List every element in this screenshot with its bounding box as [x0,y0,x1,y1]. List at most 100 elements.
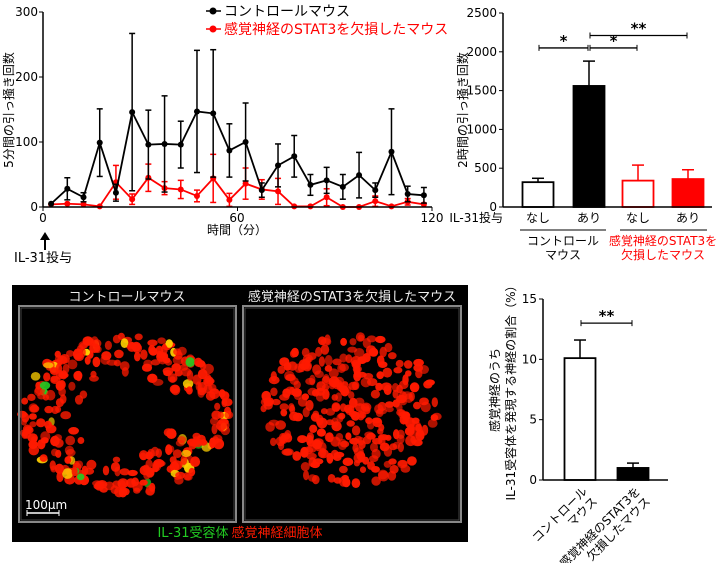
panel-frame [244,307,460,521]
data-point [242,139,249,145]
micrograph: コントロールマウス 感覚神経のSTAT3を欠損したマウス 100µm IL-31… [12,285,468,542]
cell-body [288,403,295,412]
cell-body [311,389,320,397]
data-point [48,200,55,207]
cell-body [335,392,342,402]
cell-body [413,358,424,367]
cell-body [353,452,364,464]
cell-body [362,456,370,465]
cell-body [411,417,420,424]
cell-body [21,397,29,405]
cell-body [55,369,64,380]
cell-body [407,456,417,466]
significance-label: ** [631,20,647,38]
cell-body [380,382,392,392]
data-point [129,196,136,203]
bar [621,179,655,208]
y-tick-label: 10 [522,352,537,366]
row-label: IL-31投与 [449,210,503,225]
cell-body [39,454,48,462]
cell-body [318,356,325,367]
cell-body [152,461,160,473]
cell-body [268,419,280,426]
cell-body [139,479,148,486]
cell-body [268,376,280,385]
cell-body [385,401,394,408]
bar2-marks: ** [539,298,650,481]
cell-body [157,337,166,345]
cell-body [216,420,227,431]
cell-body [291,347,299,358]
cell-body [398,391,407,401]
cell-body [60,411,72,420]
micrograph-panel-control [17,332,234,498]
cell-body [64,456,72,464]
cell-body [376,371,385,380]
cell-body [388,352,397,360]
cell-body [68,381,76,391]
cell-body [409,382,420,393]
cell-body [260,397,271,407]
cell-body [102,465,110,476]
cell-body [71,466,78,477]
cell-body [169,384,180,394]
cell-body [134,351,141,362]
data-point [64,185,71,192]
cell-body [346,420,355,427]
cell-body [45,389,56,401]
cell-body [378,423,385,432]
cell-body [332,358,342,366]
data-point [145,141,152,148]
cell-body [173,348,182,356]
cell-body [208,383,217,392]
cell-body [415,368,423,379]
cell-body [336,413,344,423]
cell-body [127,469,138,477]
cell-body [371,466,380,473]
y-tick-label: 0 [529,473,537,487]
cell-body [29,404,40,413]
cell-body [166,428,177,440]
significance-bracket: ** [580,307,633,327]
cell-body [113,359,121,367]
cell-body [415,423,423,433]
cell-body [379,346,387,358]
cell-body [345,432,352,441]
cell-body [117,478,129,489]
cell-body [353,365,361,376]
cell-body [391,383,399,392]
cell-body [320,344,330,355]
cell-body [39,381,51,390]
cell-body [297,435,308,444]
cell-body [100,355,111,365]
cell-body [293,389,302,401]
micrograph-panel-stat3-ko [260,332,442,488]
cell-body [59,394,67,404]
cell-body [197,382,208,393]
cell-body [65,435,76,446]
data-point [388,148,395,155]
cell-body [315,346,323,357]
data-point [129,109,136,116]
cell-body [378,435,386,446]
cell-body [147,339,158,347]
cell-body [342,477,351,488]
y-tick-label: 1500 [466,84,497,98]
data-point [404,191,411,197]
cell-body [178,364,188,371]
cell-body [376,355,385,366]
data-point [177,141,184,148]
cell-body [54,463,64,474]
cell-body [84,356,91,365]
cell-body [408,391,415,402]
cell-body [28,413,37,420]
cell-body [303,470,309,481]
cell-body [148,344,156,355]
y-tick-label: 2500 [466,6,497,20]
legend-label-stat3-ko: 感覚神経のSTAT3を欠損したマウス [224,21,448,38]
x-tick-label: あり [577,211,601,225]
cell-body [354,348,365,358]
cell-body [309,424,318,433]
